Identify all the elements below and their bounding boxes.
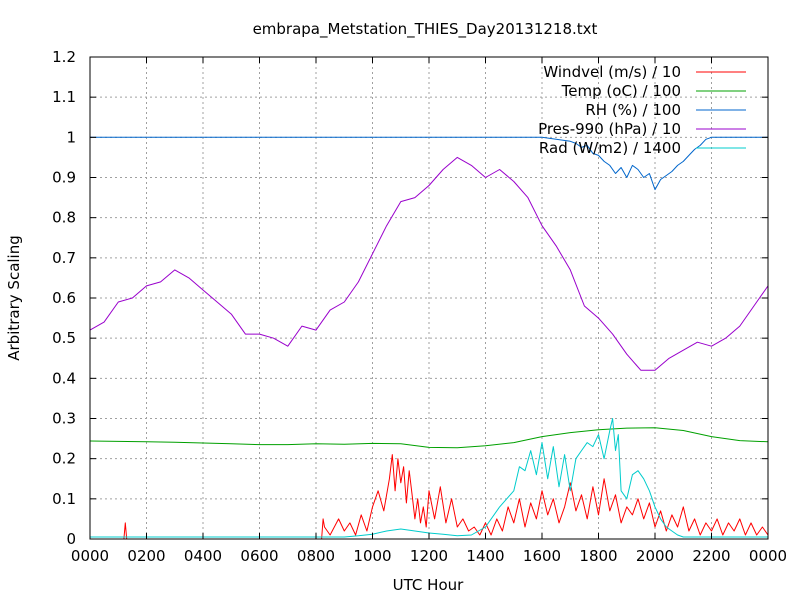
series-line-1: [90, 454, 769, 540]
x-tick-label: 1600: [523, 547, 561, 565]
x-axis-title: UTC Hour: [393, 576, 464, 594]
y-tick-label: 0.9: [52, 169, 76, 187]
chart-title: embrapa_Metstation_THIES_Day20131218.txt: [253, 20, 598, 39]
x-tick-label: 1800: [579, 547, 617, 565]
x-tick-label: 1000: [353, 547, 391, 565]
legend-label: Pres-990 (hPa) / 10: [538, 120, 681, 138]
legend-label: Rad (W/m2) / 1400: [539, 139, 681, 157]
y-tick-label: 0: [66, 530, 76, 548]
series-line-4: [89, 156, 769, 371]
y-tick-label: 1.2: [52, 48, 76, 66]
y-tick-label: 1.1: [52, 88, 76, 106]
legend-label: Temp (oC) / 100: [561, 82, 681, 100]
plot-frame: [89, 56, 769, 540]
series-line-5: [90, 418, 768, 538]
x-tick-label: 2000: [636, 547, 674, 565]
tick-labels: 0000 0200 0400 0600 0800 1000 1200 1400 1600 1800…: [52, 48, 787, 565]
axes: [89, 56, 769, 540]
x-tick-label: 0200: [127, 547, 165, 565]
y-tick-label: 0.7: [52, 249, 76, 267]
y-tick-label: 0.1: [52, 490, 76, 508]
x-tick-label: 0000: [749, 547, 787, 565]
x-tick-label: 1200: [410, 547, 448, 565]
series-line-3: [90, 136, 768, 191]
y-tick-label: 0.6: [52, 289, 76, 307]
y-tick-label: 0.3: [52, 410, 76, 428]
y-tick-label: 0.8: [52, 209, 76, 227]
series-layer: [89, 136, 769, 540]
x-tick-label: 1400: [466, 547, 504, 565]
x-tick-label: 0600: [240, 547, 278, 565]
y-tick-label: 0.2: [52, 450, 76, 468]
legend-label: RH (%) / 100: [585, 101, 681, 119]
y-tick-label: 0.4: [52, 369, 76, 387]
x-tick-label: 0400: [184, 547, 222, 565]
y-tick-label: 1: [66, 128, 76, 146]
x-tick-label: 0000: [71, 547, 109, 565]
x-tick-label: 2200: [692, 547, 730, 565]
x-tick-label: 0800: [297, 547, 335, 565]
series-line-2: [89, 427, 769, 449]
legend-label: Windvel (m/s) / 10: [543, 63, 681, 81]
y-tick-label: 0.5: [52, 329, 76, 347]
y-axis-title: Arbitrary Scaling: [5, 235, 23, 361]
